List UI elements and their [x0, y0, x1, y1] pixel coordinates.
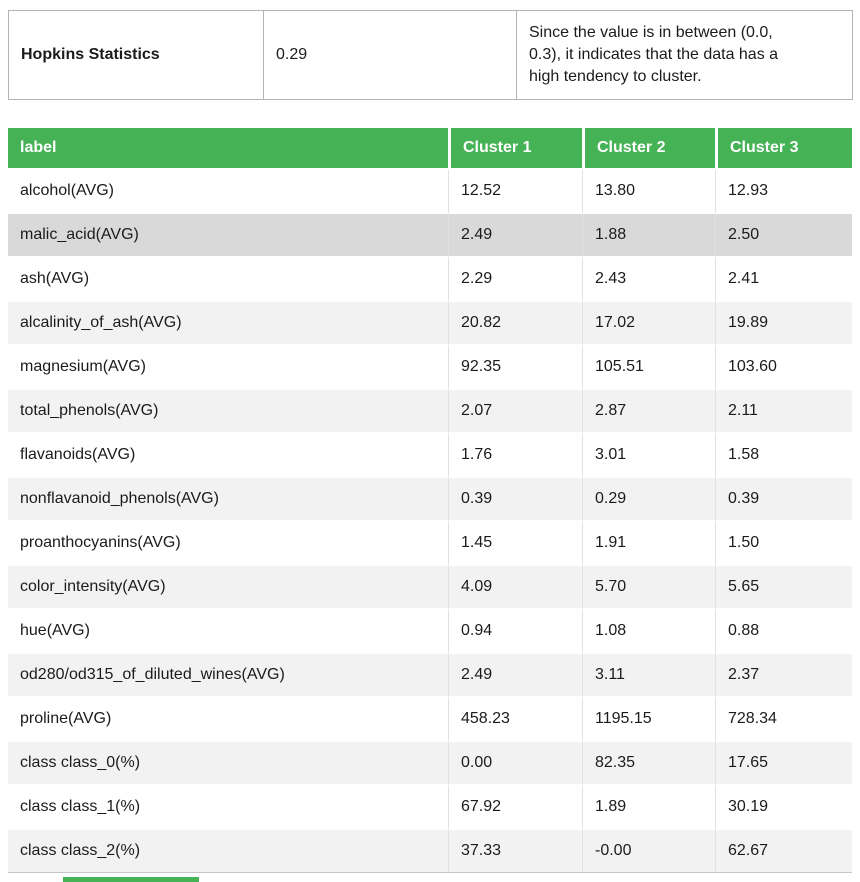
table-row[interactable]: class class_0(%) 0.00 82.35 17.65 [8, 742, 852, 786]
value-cell: 0.39 [715, 478, 852, 522]
row-label-cell: hue(AVG) [8, 610, 448, 654]
table-row[interactable]: alcohol(AVG) 12.52 13.80 12.93 [8, 170, 852, 214]
row-label-cell: class class_1(%) [8, 786, 448, 830]
row-label-cell: proline(AVG) [8, 698, 448, 742]
value-cell: 12.52 [448, 170, 582, 214]
value-cell: 0.94 [448, 610, 582, 654]
table-row[interactable]: ash(AVG) 2.29 2.43 2.41 [8, 258, 852, 302]
hopkins-description-cell: Since the value is in between (0.0, 0.3)… [516, 10, 853, 100]
hopkins-stats-table: Hopkins Statistics 0.29 Since the value … [8, 10, 853, 100]
row-label-cell: alcohol(AVG) [8, 170, 448, 214]
table-row[interactable]: od280/od315_of_diluted_wines(AVG) 2.49 3.1… [8, 654, 852, 698]
value-cell: 0.39 [448, 478, 582, 522]
value-cell: 13.80 [582, 170, 715, 214]
value-cell: 5.65 [715, 566, 852, 610]
value-cell: 12.93 [715, 170, 852, 214]
value-cell: 2.49 [448, 654, 582, 698]
value-cell: 2.07 [448, 390, 582, 434]
table-row[interactable]: malic_acid(AVG) 2.49 1.88 2.50 [8, 214, 852, 258]
column-header-cluster-1: Cluster 1 [448, 128, 582, 170]
row-label-cell: proanthocyanins(AVG) [8, 522, 448, 566]
column-header-cluster-2: Cluster 2 [582, 128, 715, 170]
value-cell: 0.00 [448, 742, 582, 786]
value-cell: 2.29 [448, 258, 582, 302]
value-cell: 728.34 [715, 698, 852, 742]
row-label-cell: od280/od315_of_diluted_wines(AVG) [8, 654, 448, 698]
value-cell: 2.49 [448, 214, 582, 258]
value-cell: 0.29 [582, 478, 715, 522]
value-cell: 2.37 [715, 654, 852, 698]
row-label-cell: alcalinity_of_ash(AVG) [8, 302, 448, 346]
value-cell: 103.60 [715, 346, 852, 390]
table-row[interactable]: total_phenols(AVG) 2.07 2.87 2.11 [8, 390, 852, 434]
row-label-cell: class class_2(%) [8, 830, 448, 873]
value-cell: 1.88 [582, 214, 715, 258]
value-cell: 2.50 [715, 214, 852, 258]
row-label-cell: total_phenols(AVG) [8, 390, 448, 434]
value-cell: 105.51 [582, 346, 715, 390]
hopkins-label-cell: Hopkins Statistics [8, 10, 264, 100]
table-row[interactable]: class class_2(%) 37.33 -0.00 62.67 [8, 830, 852, 873]
value-cell: 2.11 [715, 390, 852, 434]
value-cell: 2.43 [582, 258, 715, 302]
value-cell: 1.76 [448, 434, 582, 478]
column-header-cluster-3: Cluster 3 [715, 128, 852, 170]
value-cell: 67.92 [448, 786, 582, 830]
row-label-cell: malic_acid(AVG) [8, 214, 448, 258]
table-row[interactable]: flavanoids(AVG) 1.76 3.01 1.58 [8, 434, 852, 478]
next-table-header-partial [63, 877, 199, 882]
value-cell: 4.09 [448, 566, 582, 610]
value-cell: 5.70 [582, 566, 715, 610]
value-cell: 1.89 [582, 786, 715, 830]
value-cell: 30.19 [715, 786, 852, 830]
value-cell: 2.41 [715, 258, 852, 302]
column-header-label: label [8, 128, 448, 170]
value-cell: 1.58 [715, 434, 852, 478]
table-row[interactable]: proanthocyanins(AVG) 1.45 1.91 1.50 [8, 522, 852, 566]
cluster-summary-table: label Cluster 1 Cluster 2 Cluster 3 alco… [8, 128, 852, 873]
value-cell: 17.02 [582, 302, 715, 346]
table-row[interactable]: class class_1(%) 67.92 1.89 30.19 [8, 786, 852, 830]
value-cell: 1.91 [582, 522, 715, 566]
value-cell: 0.88 [715, 610, 852, 654]
value-cell: 2.87 [582, 390, 715, 434]
hopkins-value-cell: 0.29 [263, 10, 517, 100]
value-cell: 62.67 [715, 830, 852, 873]
table-row[interactable]: hue(AVG) 0.94 1.08 0.88 [8, 610, 852, 654]
row-label-cell: color_intensity(AVG) [8, 566, 448, 610]
value-cell: 92.35 [448, 346, 582, 390]
value-cell: 3.11 [582, 654, 715, 698]
value-cell: -0.00 [582, 830, 715, 873]
table-row[interactable]: proline(AVG) 458.23 1195.15 728.34 [8, 698, 852, 742]
row-label-cell: ash(AVG) [8, 258, 448, 302]
value-cell: 1.50 [715, 522, 852, 566]
row-label-cell: flavanoids(AVG) [8, 434, 448, 478]
value-cell: 3.01 [582, 434, 715, 478]
value-cell: 37.33 [448, 830, 582, 873]
row-label-cell: magnesium(AVG) [8, 346, 448, 390]
row-label-cell: nonflavanoid_phenols(AVG) [8, 478, 448, 522]
table-row[interactable]: magnesium(AVG) 92.35 105.51 103.60 [8, 346, 852, 390]
value-cell: 1.45 [448, 522, 582, 566]
table-row[interactable]: alcalinity_of_ash(AVG) 20.82 17.02 19.89 [8, 302, 852, 346]
value-cell: 82.35 [582, 742, 715, 786]
table-row[interactable]: nonflavanoid_phenols(AVG) 0.39 0.29 0.39 [8, 478, 852, 522]
value-cell: 1195.15 [582, 698, 715, 742]
hopkins-row: Hopkins Statistics 0.29 Since the value … [8, 10, 853, 100]
value-cell: 1.08 [582, 610, 715, 654]
header-row: label Cluster 1 Cluster 2 Cluster 3 [8, 128, 852, 170]
row-label-cell: class class_0(%) [8, 742, 448, 786]
value-cell: 19.89 [715, 302, 852, 346]
hopkins-description-text: Since the value is in between (0.0, 0.3)… [529, 24, 779, 85]
value-cell: 458.23 [448, 698, 582, 742]
value-cell: 20.82 [448, 302, 582, 346]
value-cell: 17.65 [715, 742, 852, 786]
table-row[interactable]: color_intensity(AVG) 4.09 5.70 5.65 [8, 566, 852, 610]
cluster-table-body: alcohol(AVG) 12.52 13.80 12.93 malic_acid(AV… [8, 170, 852, 873]
